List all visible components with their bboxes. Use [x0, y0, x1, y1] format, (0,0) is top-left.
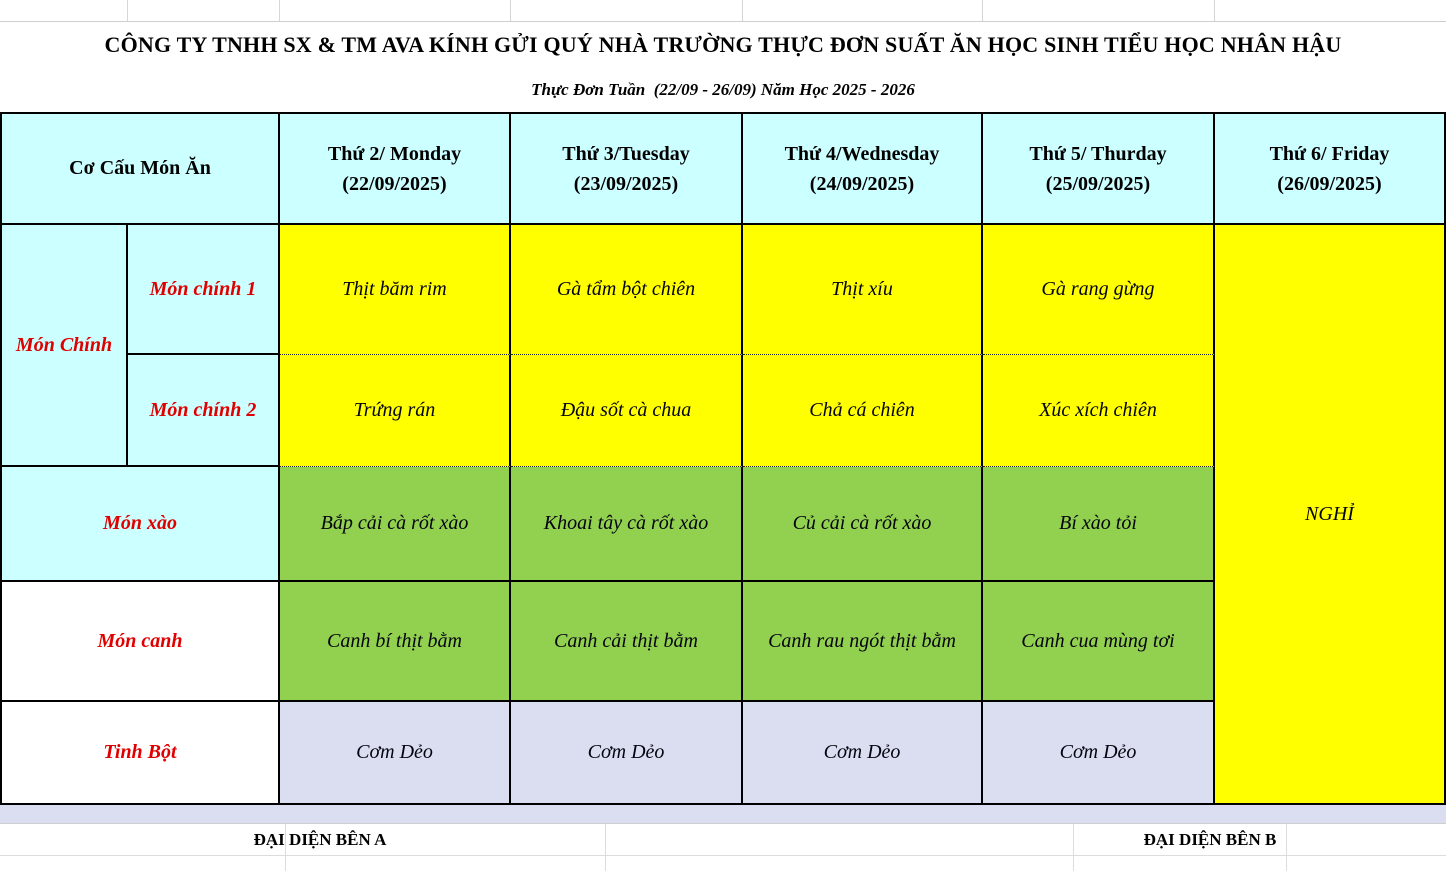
- corner-header-cell[interactable]: Cơ Cấu Món Ăn: [2, 114, 280, 225]
- menu-cell-stirfry-monday[interactable]: Bắp cải cà rốt xào: [280, 467, 511, 582]
- day-name: Thứ 5/ Thurday: [1029, 142, 1167, 165]
- row-label: Món chính 1: [149, 277, 257, 300]
- row-label-stirfry[interactable]: Món xào: [2, 467, 280, 582]
- menu-cell-soup-wednesday[interactable]: Canh rau ngót thịt bằm: [743, 582, 983, 702]
- day-date: (25/09/2025): [1045, 172, 1151, 195]
- menu-item: Cơm Dẻo: [356, 741, 433, 763]
- menu-cell-stirfry-tuesday[interactable]: Khoai tây cà rốt xào: [511, 467, 743, 582]
- row-label-main2[interactable]: Món chính 2: [128, 355, 280, 467]
- row-group-label: Món Chính: [15, 333, 113, 356]
- day-date: (24/09/2025): [809, 172, 915, 195]
- menu-table: Cơ Cấu Món Ăn Thứ 2/ Monday (22/09/2025)…: [0, 112, 1446, 805]
- representative-a-cell[interactable]: ĐẠI DIỆN BÊN A: [140, 824, 500, 855]
- menu-cell-stirfry-thursday[interactable]: Bí xào tỏi: [983, 467, 1215, 582]
- day-date: (23/09/2025): [573, 172, 679, 195]
- document-title-row: CÔNG TY TNHH SX & TM AVA KÍNH GỬI QUÝ NH…: [0, 22, 1446, 68]
- menu-item: Cơm Dẻo: [823, 741, 901, 763]
- document-title: CÔNG TY TNHH SX & TM AVA KÍNH GỬI QUÝ NH…: [104, 32, 1342, 57]
- menu-cell-main1-tuesday[interactable]: Gà tẩm bột chiên: [511, 225, 743, 355]
- menu-cell-starch-tuesday[interactable]: Cơm Dẻo: [511, 702, 743, 803]
- menu-cell-starch-monday[interactable]: Cơm Dẻo: [280, 702, 511, 803]
- representative-a-label: ĐẠI DIỆN BÊN A: [253, 829, 387, 849]
- day-date: (22/09/2025): [342, 172, 447, 195]
- day-header-friday[interactable]: Thứ 6/ Friday (26/09/2025): [1215, 114, 1444, 225]
- menu-item: Xúc xích chiên: [1039, 399, 1157, 421]
- week-subtitle-row: Thực Đơn Tuần (22/09 - 26/09) Năm Học 20…: [0, 68, 1446, 112]
- gridline: [1286, 824, 1287, 871]
- menu-item: Củ cải cà rốt xào: [792, 512, 932, 534]
- menu-cell-starch-wednesday[interactable]: Cơm Dẻo: [743, 702, 983, 803]
- menu-cell-soup-thursday[interactable]: Canh cua mùng tơi: [983, 582, 1215, 702]
- menu-item: Gà tẩm bột chiên: [556, 278, 696, 300]
- menu-cell-main2-thursday[interactable]: Xúc xích chiên: [983, 355, 1215, 467]
- day-name: Thứ 3/Tuesday: [562, 142, 690, 165]
- menu-cell-starch-thursday[interactable]: Cơm Dẻo: [983, 702, 1215, 803]
- day-date: (26/09/2025): [1277, 172, 1382, 195]
- menu-item: Chả cá chiên: [809, 399, 915, 421]
- row-label: Món canh: [97, 629, 183, 652]
- representative-b-cell[interactable]: ĐẠI DIỆN BÊN B: [1030, 824, 1390, 855]
- menu-cell-main1-wednesday[interactable]: Thịt xíu: [743, 225, 983, 355]
- gridline: [1073, 824, 1074, 871]
- grid-cell: [1215, 0, 1446, 21]
- menu-item: Gà rang gừng: [1041, 278, 1155, 300]
- row-group-main-course[interactable]: Món Chính: [2, 225, 128, 467]
- menu-item: Thịt băm rim: [342, 278, 447, 300]
- day-name: Thứ 6/ Friday: [1269, 142, 1390, 165]
- row-label: Món chính 2: [149, 398, 257, 421]
- day-header-tuesday[interactable]: Thứ 3/Tuesday (23/09/2025): [511, 114, 743, 225]
- row-label-main1[interactable]: Món chính 1: [128, 225, 280, 355]
- day-header-monday[interactable]: Thứ 2/ Monday (22/09/2025): [280, 114, 511, 225]
- menu-item: Cơm Dẻo: [1059, 741, 1137, 763]
- grid-cell: [983, 0, 1215, 21]
- day-name: Thứ 4/Wednesday: [784, 142, 940, 165]
- menu-cell-main1-thursday[interactable]: Gà rang gừng: [983, 225, 1215, 355]
- grid-cell: [280, 0, 511, 21]
- row-label-starch[interactable]: Tinh Bột: [2, 702, 280, 803]
- menu-cell-soup-tuesday[interactable]: Canh cải thịt bằm: [511, 582, 743, 702]
- representative-b-label: ĐẠI DIỆN BÊN B: [1143, 829, 1277, 849]
- menu-item: Bí xào tỏi: [1059, 512, 1137, 534]
- gridline: [285, 824, 286, 871]
- menu-item: Đậu sốt cà chua: [560, 399, 692, 421]
- menu-item: Canh rau ngót thịt bằm: [768, 629, 956, 652]
- gridline: [0, 855, 1446, 856]
- grid-cell: [743, 0, 983, 21]
- grid-cell: [0, 0, 128, 21]
- menu-cell-main1-monday[interactable]: Thịt băm rim: [280, 225, 511, 355]
- menu-cell-soup-monday[interactable]: Canh bí thịt bằm: [280, 582, 511, 702]
- day-header-wednesday[interactable]: Thứ 4/Wednesday (24/09/2025): [743, 114, 983, 225]
- menu-item: Canh cua mùng tơi: [1021, 629, 1175, 652]
- row-label-soup[interactable]: Món canh: [2, 582, 280, 702]
- rest-day-label: NGHỈ: [1305, 502, 1354, 525]
- week-subtitle: Thực Đơn Tuần (22/09 - 26/09) Năm Học 20…: [531, 80, 915, 99]
- menu-cell-main2-wednesday[interactable]: Chả cá chiên: [743, 355, 983, 467]
- menu-item: Trứng rán: [353, 399, 436, 421]
- menu-item: Thịt xíu: [831, 278, 893, 300]
- row-label: Món xào: [103, 512, 177, 534]
- menu-cell-main2-tuesday[interactable]: Đậu sốt cà chua: [511, 355, 743, 467]
- menu-cell-main2-monday[interactable]: Trứng rán: [280, 355, 511, 467]
- gridline: [605, 824, 606, 871]
- day-name: Thứ 2/ Monday: [327, 142, 462, 165]
- starch-underline-strip: [0, 805, 1446, 824]
- menu-item: Khoai tây cà rốt xào: [543, 512, 709, 534]
- spreadsheet-gridline-row: [0, 0, 1446, 22]
- menu-cell-stirfry-wednesday[interactable]: Củ cải cà rốt xào: [743, 467, 983, 582]
- friday-rest-cell[interactable]: NGHỈ: [1215, 225, 1444, 803]
- day-header-thursday[interactable]: Thứ 5/ Thurday (25/09/2025): [983, 114, 1215, 225]
- grid-cell: [511, 0, 743, 21]
- menu-item: Canh cải thịt bằm: [554, 629, 698, 652]
- grid-cell: [128, 0, 280, 21]
- menu-item: Cơm Dẻo: [587, 741, 665, 763]
- corner-header-label: Cơ Cấu Món Ăn: [69, 157, 211, 179]
- row-label: Tinh Bột: [103, 741, 177, 763]
- menu-item: Bắp cải cà rốt xào: [320, 512, 469, 534]
- menu-item: Canh bí thịt bằm: [326, 629, 462, 652]
